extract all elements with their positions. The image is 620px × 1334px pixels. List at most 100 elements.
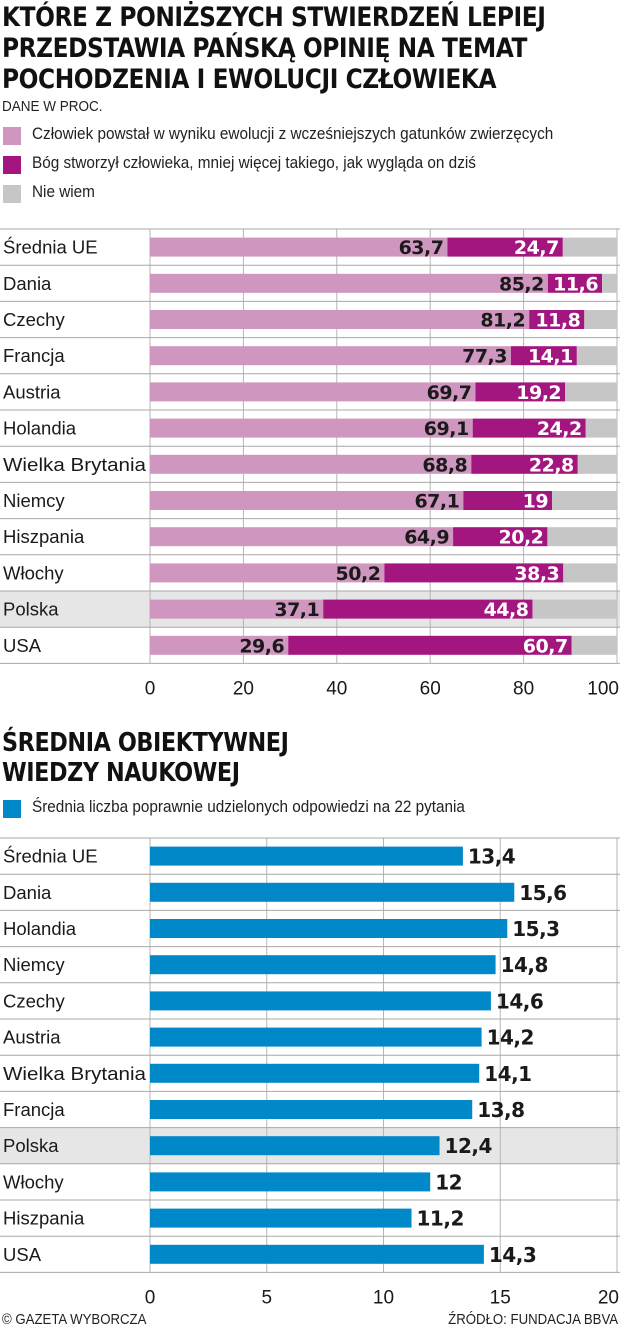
data-row: Francja 77,3 14,1 [3,345,617,368]
value-label-evolution: 63,7 [399,237,444,259]
bar-segment-evolution [150,418,473,438]
bar-segment-god [529,310,585,329]
data-row: Dania 85,2 11,6 [3,273,617,295]
bar-segment-god [510,346,577,366]
data-row: Średnia UE 13,4 [3,845,516,869]
category-label: Holandia [3,918,77,939]
value-label-evolution: 69,7 [427,382,472,404]
value-label-evolution: 64,9 [404,527,449,549]
data-row: Średnia UE 63,7 24,7 [3,237,617,259]
category-label: Średnia UE [3,237,98,258]
value-label-god: 20,2 [499,527,544,549]
bar-segment-god [475,382,566,402]
value-label-evolution: 29,6 [239,635,284,657]
bar-segment-dontknow [552,491,617,510]
bar-segment-dontknow [577,454,617,474]
category-label: Czechy [3,309,65,330]
value-label: 12 [435,1170,462,1194]
bar-segment-dontknow [576,346,617,366]
value-label-evolution: 50,2 [336,563,381,585]
bar-segment-god [323,599,533,619]
x-tick-label: 15 [490,1287,511,1308]
data-row: Niemcy 67,1 19 [3,490,617,513]
category-label: Niemcy [3,954,65,975]
data-row: Hiszpania 64,9 20,2 [3,526,617,549]
data-row: Wielka Brytania 68,8 22,8 [3,454,617,476]
bar-segment-dontknow [547,527,617,547]
data-row: Hiszpania 11,2 [3,1207,464,1231]
value-label-god: 11,6 [553,273,598,295]
bar [150,991,491,1011]
category-label: Austria [3,1027,61,1048]
bar-segment-dontknow [562,237,617,257]
data-row: Austria 14,2 [3,1026,534,1050]
data-row: Austria 69,7 19,2 [3,381,617,404]
bar-segment-dontknow [602,273,617,293]
category-label: Wielka Brytania [3,454,147,475]
chart1-title-line: PRZEDSTAWIA PAŃSKĄ OPINIĘ NA TEMAT [2,33,528,64]
bar-segment-evolution [150,382,476,402]
bar [150,919,508,938]
bar-segment-evolution [150,310,530,329]
data-row: Włochy 50,2 38,3 [3,562,617,585]
bar [150,882,515,902]
bar [150,1063,480,1083]
chart1-subtitle: DANE W PROC. [2,98,103,115]
source: ŹRÓDŁO: FUNDACJA BBVA [448,1311,618,1328]
bar-segment-evolution [150,527,454,547]
category-label: Dania [3,273,52,294]
bar-segment-evolution [150,635,289,655]
bar-segment-god [471,454,578,474]
x-tick-label: 5 [261,1287,272,1308]
category-label: Francja [3,1099,65,1120]
value-label-evolution: 68,8 [422,454,467,476]
category-label: Wielka Brytania [3,1063,147,1084]
bar-segment-evolution [150,237,448,257]
value-label-evolution: 67,1 [414,491,459,513]
chart2-title-line: ŚREDNIA OBIEKTYWNEJ [2,728,289,758]
category-label: Polska [3,599,59,620]
value-label: 15,3 [512,917,559,941]
data-row: Dania 15,6 [3,881,567,905]
bar-segment-dontknow [571,635,617,655]
value-label: 15,6 [519,881,566,905]
bar-segment-god [453,527,548,547]
value-label-evolution: 37,1 [274,599,319,621]
chart1-title-line: KTÓRE Z PONIŻSZYCH STWIERDZEŃ LEPIEJ [2,2,546,33]
bar [150,846,463,866]
bar-segment-evolution [150,491,464,510]
value-label: 14,8 [501,953,548,977]
legend-label: Człowiek powstał w wyniku ewolucji z wcz… [32,124,554,143]
bar-segment-evolution [150,273,548,293]
value-label-god: 14,1 [528,346,573,368]
bar-segment-dontknow [584,310,617,329]
legend-label: Średnia liczba poprawnie udzielonych odp… [32,797,465,816]
category-label: Holandia [3,418,77,439]
legend-swatch-dontknow [3,185,21,203]
value-label-god: 19 [523,491,548,513]
bar [150,1208,412,1228]
value-label: 14,1 [484,1062,531,1086]
category-label: Niemcy [3,490,65,511]
bar-segment-dontknow [565,382,617,402]
bar-segment-god [547,273,603,293]
bar-segment-dontknow [563,563,617,583]
data-row: USA 29,6 60,7 [3,635,617,657]
x-tick-label: 100 [587,678,619,699]
x-tick-label: 20 [233,678,254,699]
category-label: USA [3,1244,42,1265]
value-label-god: 19,2 [516,382,561,404]
category-label: Średnia UE [3,846,98,867]
value-label: 13,4 [468,845,515,869]
value-label: 14,3 [489,1243,536,1267]
category-label: Dania [3,882,52,903]
value-label-god: 44,8 [484,599,529,621]
category-label: Austria [3,381,61,402]
data-row: Polska 12,4 [3,1134,492,1158]
data-row: Francja 13,8 [3,1098,525,1122]
chart1-svg: Średnia UE 63,7 24,7 Dania 85,2 11,6 Czechy 81,… [0,228,620,699]
chart2: Średnia UE 13,4 Dania 15,6 Holandia 15,3 Niemc… [0,835,620,1310]
bar-segment-dontknow [585,418,617,438]
bar [150,1172,431,1192]
x-tick-label: 60 [420,678,441,699]
